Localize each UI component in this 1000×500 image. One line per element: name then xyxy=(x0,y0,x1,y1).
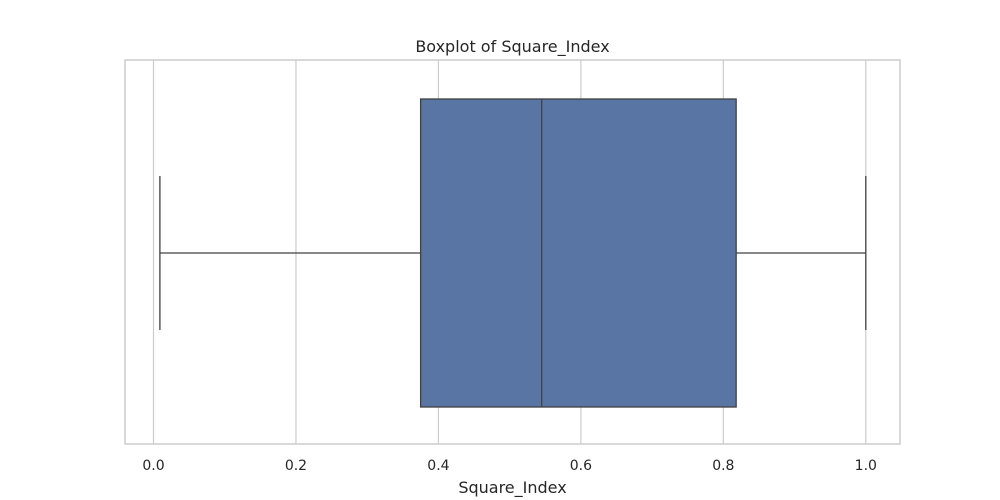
x-axis-ticks: 0.0 0.2 0.4 0.6 0.8 1.0 xyxy=(142,458,877,474)
chart-title: Boxplot of Square_Index xyxy=(415,37,609,57)
x-tick-label: 0.6 xyxy=(570,458,592,474)
plot-frame xyxy=(124,59,901,445)
x-tick-label: 0.2 xyxy=(285,458,307,474)
x-axis-label: Square_Index xyxy=(458,478,566,498)
interquartile-box xyxy=(419,98,737,408)
x-tick-label: 0.4 xyxy=(427,458,449,474)
x-tick-label: 0.0 xyxy=(142,458,164,474)
x-tick-label: 1.0 xyxy=(855,458,877,474)
boxplot-marks xyxy=(159,98,867,408)
x-tick-label: 0.8 xyxy=(712,458,734,474)
